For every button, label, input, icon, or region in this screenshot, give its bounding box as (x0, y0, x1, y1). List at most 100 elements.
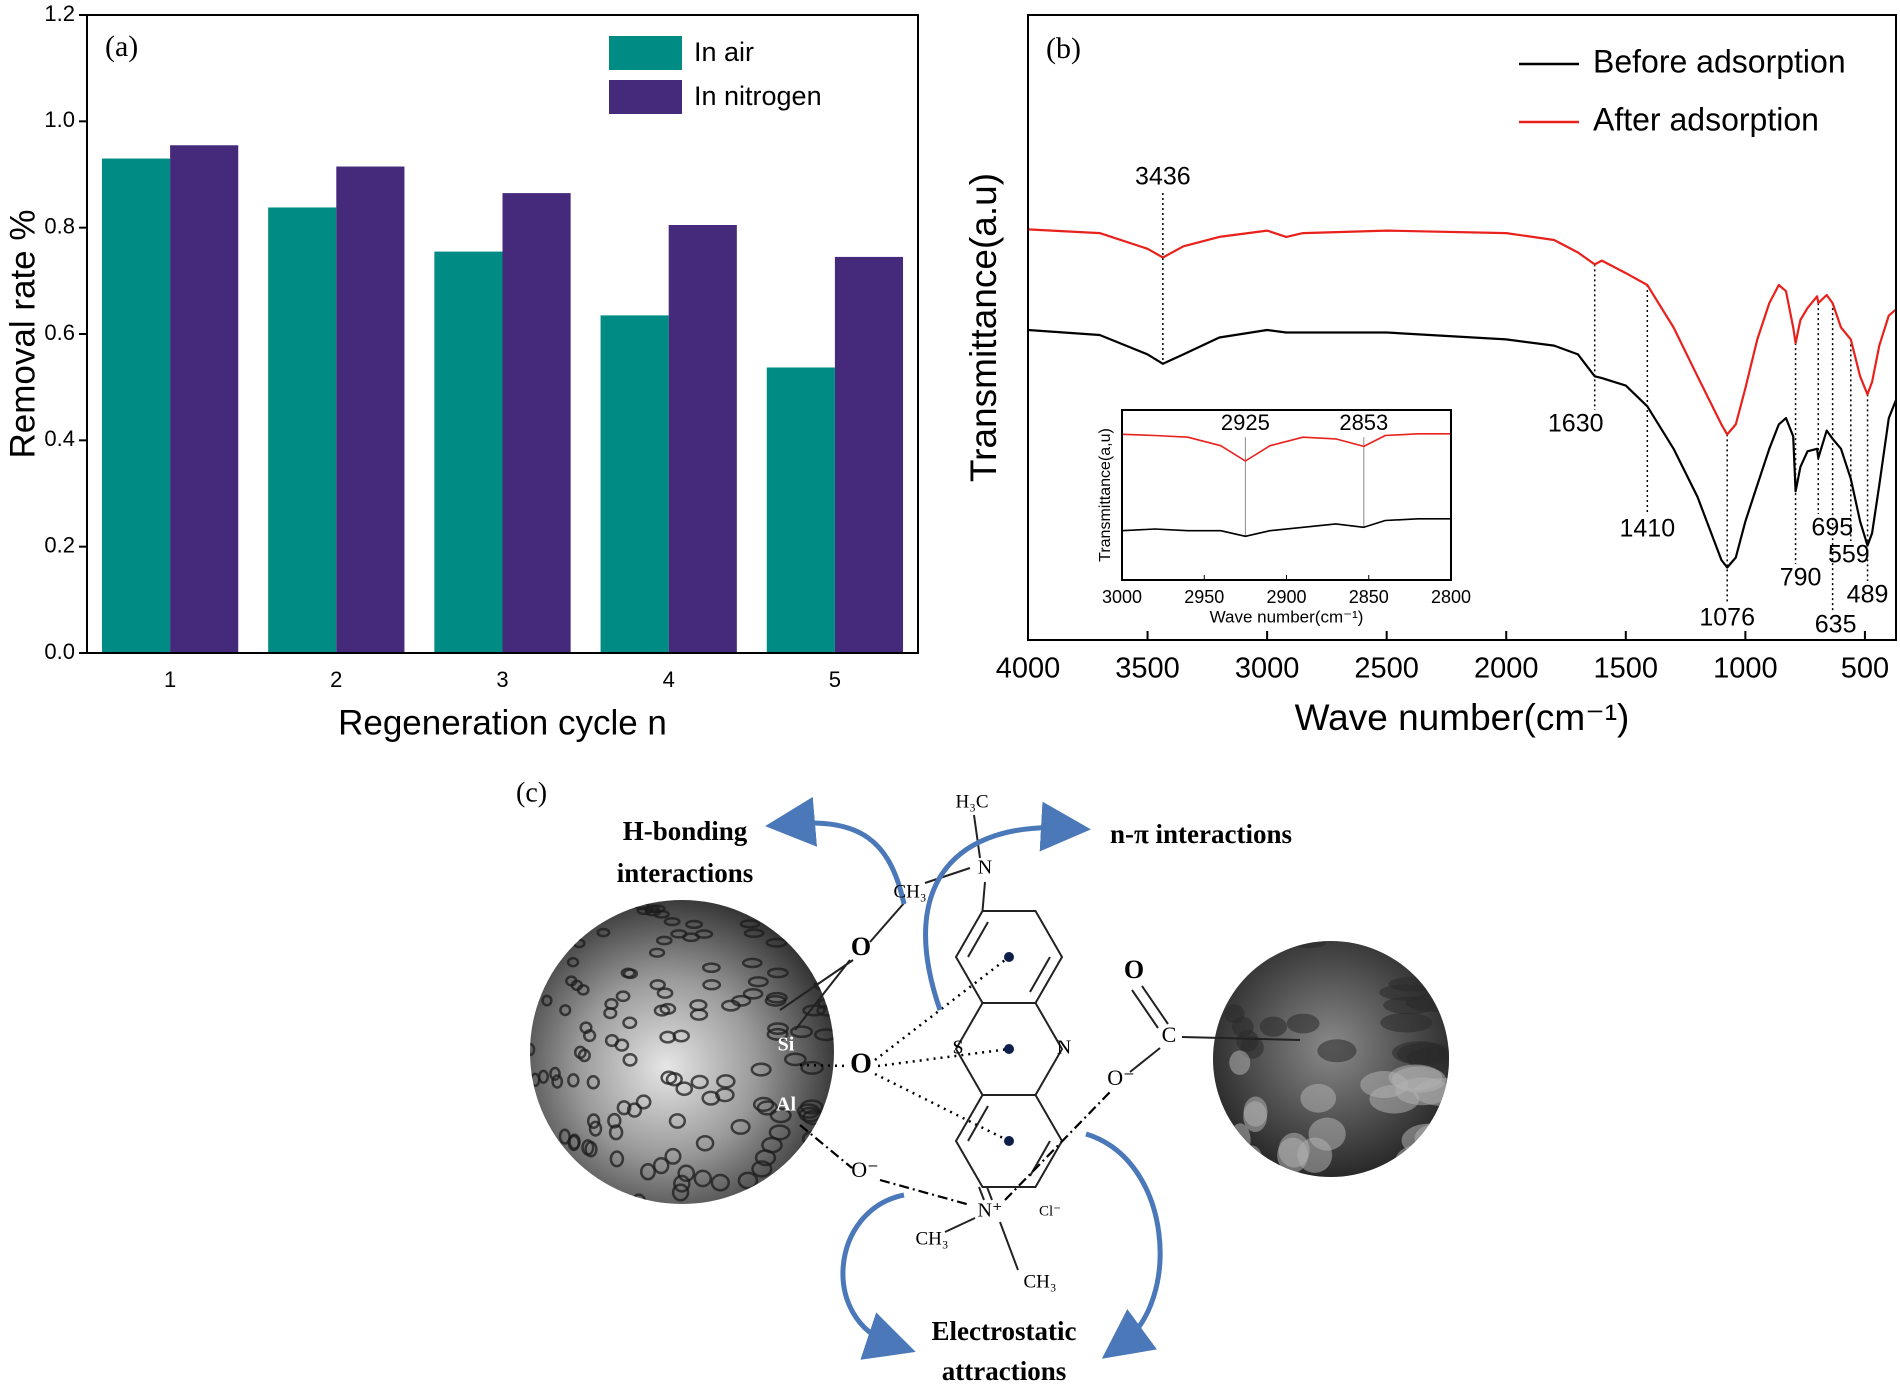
y-tick-label: 0.8 (44, 213, 75, 238)
ring-center (1004, 1044, 1014, 1054)
texture-blob (1229, 1050, 1251, 1075)
texture-blob (1401, 1123, 1449, 1158)
texture-spot (530, 900, 536, 905)
panel-label: (c) (516, 777, 547, 808)
bond (944, 1186, 1019, 1271)
bar (101, 158, 171, 654)
texture-spot (677, 1164, 696, 1183)
texture-spot (573, 1187, 587, 1204)
x-axis-label: Wave number(cm⁻¹) (1210, 607, 1364, 626)
texture-spot (577, 1048, 591, 1063)
texture-spot (701, 962, 721, 974)
texture-spot (588, 1120, 603, 1137)
texture-spot (656, 987, 674, 999)
texture-spot (663, 917, 681, 927)
arrow (923, 801, 1091, 1011)
texture-spot (796, 1103, 821, 1119)
bar (170, 145, 239, 653)
atom: O (1124, 955, 1144, 984)
texture-blob (1292, 941, 1326, 949)
texture-spot (769, 1107, 792, 1124)
texture-spot (670, 929, 688, 939)
panel-label: (b) (1046, 32, 1081, 65)
interaction-label: interactions (617, 858, 753, 888)
texture-spot (607, 1112, 622, 1129)
texture-blob (1414, 1121, 1449, 1156)
texture-spot (533, 952, 545, 963)
bar (268, 207, 337, 654)
x-axis-label: Wave number(cm⁻¹) (1295, 697, 1630, 738)
texture-blob (1380, 1012, 1433, 1033)
bar (668, 225, 737, 653)
arrow (1085, 1131, 1163, 1359)
y-tick-label: 1.2 (44, 1, 75, 26)
texture-blob (1240, 1145, 1264, 1177)
x-tick-label: 3000 (1102, 587, 1142, 607)
texture-spot (784, 1052, 807, 1067)
peak-label: 559 (1828, 541, 1870, 569)
ring-center (1004, 1136, 1014, 1146)
bar (336, 166, 405, 653)
atom: Cl⁻ (1039, 1203, 1061, 1219)
ring-centers (1004, 952, 1014, 1146)
texture-spot (743, 928, 765, 939)
x-tick-label: 2850 (1349, 587, 1389, 607)
texture-spot (747, 976, 769, 988)
texture-spot (582, 1029, 597, 1043)
texture-spot (591, 1182, 606, 1201)
dash-dot-bond (799, 1091, 1111, 1207)
texture-spot (737, 1171, 759, 1190)
texture-spot (766, 967, 789, 979)
texture-spot (567, 1073, 580, 1088)
x-tick-label: 2000 (1474, 653, 1539, 685)
texture-spot (741, 957, 763, 969)
texture-spot (576, 1176, 590, 1195)
peak-label: 2925 (1221, 410, 1270, 435)
texture-spot (550, 901, 563, 911)
texture-spot (541, 1149, 554, 1167)
peak-label: 3436 (1135, 163, 1191, 191)
texture-spot (800, 911, 824, 921)
texture-spot (626, 1102, 643, 1118)
texture-spot (635, 1094, 652, 1110)
legend-label: After adsorption (1593, 101, 1819, 137)
texture-spot (702, 979, 722, 991)
legend-label: In air (694, 37, 754, 67)
texture-spot (689, 999, 708, 1012)
y-tick-label: 0.2 (44, 532, 75, 557)
texture-blob (1317, 1039, 1357, 1063)
x-tick-label: 4000 (996, 653, 1061, 685)
spectrum-line (1027, 328, 1898, 569)
x-tick-label: 2800 (1431, 587, 1471, 607)
texture-spot (798, 934, 822, 945)
texture-spot (604, 998, 619, 1010)
texture-spot (653, 1004, 671, 1017)
texture-blob (1213, 941, 1221, 946)
spectrum-line (1121, 433, 1451, 462)
texture-spot (609, 1150, 625, 1168)
texture-spot (742, 988, 764, 1000)
texture-blob (1243, 1096, 1268, 1127)
atom: S (952, 1037, 963, 1059)
spectrum-line (1121, 518, 1451, 538)
interaction-labels: H-bonding interactions n-π interactions … (617, 816, 1292, 1386)
texture-spot (694, 929, 714, 939)
texture-spot (622, 1052, 638, 1067)
texture-spot (653, 909, 670, 919)
ring (954, 1094, 1064, 1188)
texture-blob (1250, 941, 1276, 948)
texture-spot (640, 1163, 656, 1181)
legend-swatch (609, 80, 682, 114)
texture-spot (739, 919, 761, 929)
y-tick-label: 1.0 (44, 107, 75, 132)
x-tick-label: 1000 (1713, 653, 1778, 685)
atom: N (978, 857, 992, 879)
bar (600, 315, 669, 653)
adsorbent-sphere (530, 900, 834, 1204)
texture-blob (1232, 1016, 1254, 1038)
texture-spot (586, 1075, 600, 1090)
y-tick-label: 0.0 (44, 639, 75, 664)
texture-blob (1416, 943, 1449, 955)
texture-blob (1396, 941, 1449, 952)
y-tick-label: 0.6 (44, 320, 75, 345)
